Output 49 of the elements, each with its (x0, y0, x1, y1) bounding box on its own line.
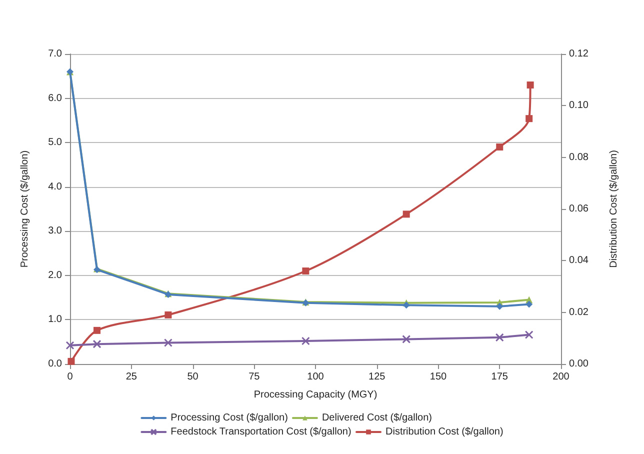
x-tick-label: 50 (187, 372, 199, 382)
y2-tick-label: 0.04 (569, 255, 589, 266)
point (496, 302, 504, 310)
x-tick-label: 75 (248, 372, 260, 382)
y2-tick-label: 0.02 (569, 306, 589, 318)
x-tick-label: 0 (67, 372, 74, 382)
y2-tick-label: 0.06 (569, 204, 589, 214)
point (164, 311, 172, 318)
x-tick-label: 150 (430, 372, 448, 382)
point (66, 341, 74, 350)
legend-label: Distribution Cost ($/gallon) (386, 426, 504, 438)
point (402, 210, 410, 218)
y2-tick-label: 0.12 (569, 48, 589, 60)
y-tick-label: 3.0 (48, 226, 62, 237)
point (92, 340, 102, 348)
legend-label: Feedstock Transportation Cost ($/gallon) (170, 426, 352, 438)
y2-tick-label: 0.08 (569, 152, 589, 163)
x-axis-title: Processing Capacity (MGY) (254, 390, 378, 400)
y-tick-label: 4.0 (48, 181, 62, 192)
point (402, 302, 410, 309)
legend-label: Processing Cost ($/gallon) (170, 412, 288, 424)
point (526, 300, 533, 308)
y-tick-label: 1.0 (48, 314, 62, 326)
point (302, 268, 310, 274)
point (524, 330, 534, 340)
y-tick-label: 5.0 (48, 137, 62, 148)
y-tick-label: 6.0 (48, 92, 62, 104)
point (526, 115, 533, 122)
point (495, 333, 504, 342)
point (526, 82, 534, 88)
y2-axis-title: Distribution Cost ($/gallon) (608, 150, 620, 268)
y2-tick-label: 0.00 (569, 358, 589, 370)
point (402, 334, 411, 344)
point (94, 326, 101, 334)
x-tick-label: 25 (126, 372, 138, 382)
x-tick-label: 175 (491, 372, 508, 382)
point (68, 358, 75, 365)
point (496, 144, 504, 150)
y-tick-label: 2.0 (48, 270, 62, 281)
x-tick-label: 125 (368, 372, 386, 382)
x-tick-label: 100 (307, 372, 324, 382)
legend-label: Delivered Cost ($/gallon) (322, 412, 432, 424)
x-tick-label: 200 (552, 372, 570, 382)
point (164, 338, 172, 347)
y-tick-label: 7.0 (48, 48, 62, 60)
y2-tick-label: 0.10 (569, 100, 589, 112)
y-tick-label: 0.0 (48, 358, 62, 370)
point (301, 336, 310, 346)
y-axis-title: Processing Cost ($/gallon) (20, 150, 30, 268)
